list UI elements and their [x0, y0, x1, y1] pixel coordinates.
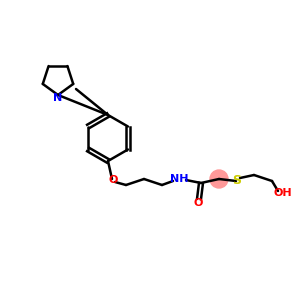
Text: OH: OH	[274, 188, 292, 198]
Text: O: O	[193, 198, 203, 208]
Text: O: O	[108, 175, 118, 185]
Text: S: S	[232, 173, 242, 187]
Text: N: N	[53, 93, 63, 103]
Text: NH: NH	[170, 174, 188, 184]
Circle shape	[210, 170, 228, 188]
